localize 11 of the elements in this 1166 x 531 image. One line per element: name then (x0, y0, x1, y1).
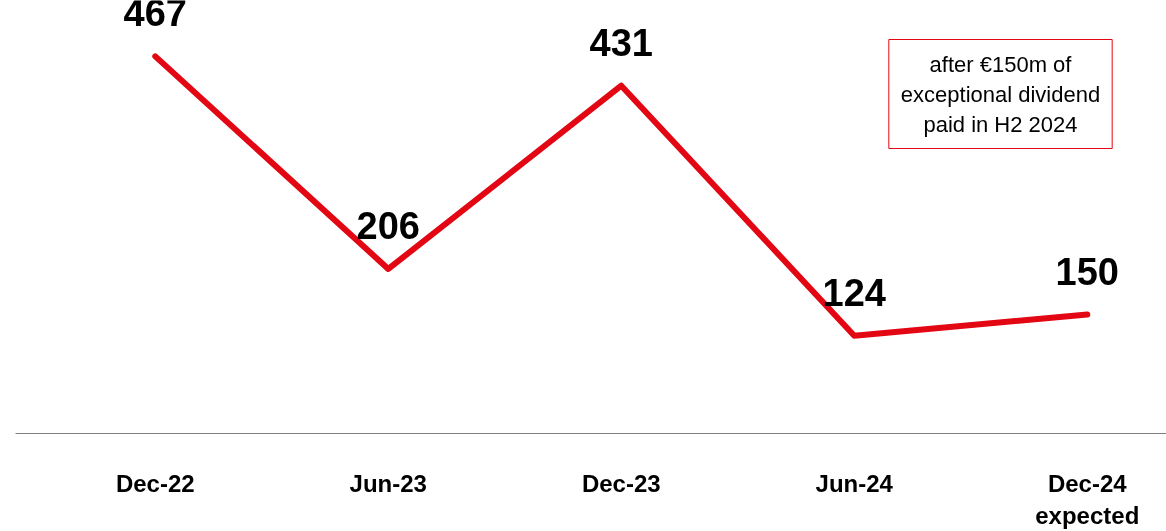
data-label: 431 (589, 21, 653, 64)
data-label: 467 (123, 0, 187, 35)
data-label: 124 (822, 271, 886, 314)
annotation: after €150m of exceptional dividend paid in H2 2024 (900, 51, 1101, 137)
x-tick-label: Dec-22 (115, 469, 195, 497)
data-label: 150 (1055, 250, 1119, 293)
x-tick-label: Jun-24 (815, 469, 894, 497)
x-tick-label: Dec-24 expected (1035, 469, 1140, 529)
data-label: 206 (356, 204, 420, 247)
x-tick-label: Dec-23 (581, 469, 661, 497)
x-tick-label: Jun-23 (349, 469, 427, 497)
